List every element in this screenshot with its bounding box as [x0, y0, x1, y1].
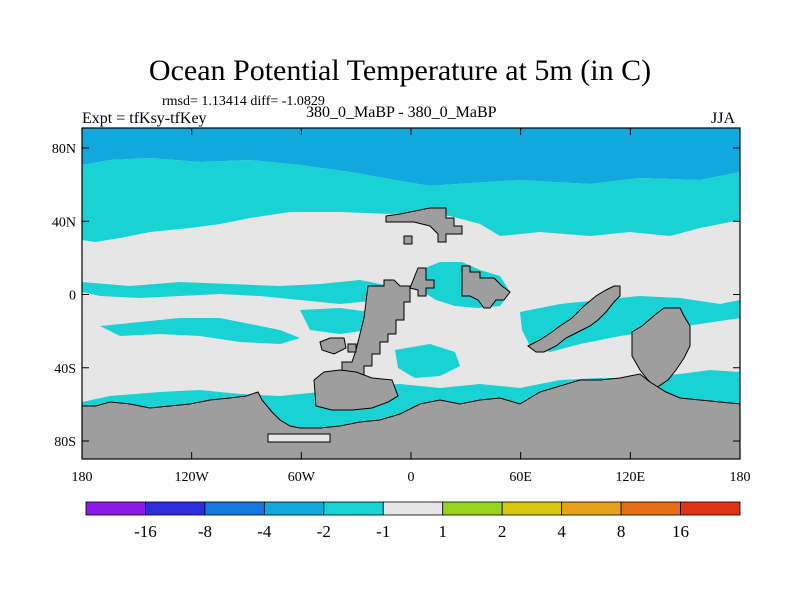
south-atlantic-cyan-patch [395, 344, 460, 378]
colorbar-swatch [680, 501, 741, 516]
north-america-land [385, 207, 463, 243]
colorbar-swatch [85, 501, 146, 516]
colorbar-swatch [263, 501, 325, 516]
x-tick-label: 180 [72, 470, 93, 485]
colorbar-swatch [145, 501, 206, 516]
colorbar-swatch [501, 501, 563, 516]
y-tick-label: 40S [54, 362, 76, 377]
north-cyan-band [82, 158, 740, 242]
colorbar-label: 8 [617, 522, 626, 541]
colorbar-swatch [323, 501, 384, 516]
colorbar-label: -8 [198, 522, 212, 541]
north-blue-band [82, 128, 740, 186]
colorbar-label: -2 [317, 522, 331, 541]
colorbar-swatch [561, 501, 622, 516]
africa-land [461, 265, 511, 309]
colorbar-label: 4 [557, 522, 566, 541]
colorbar-label: -4 [257, 522, 272, 541]
x-tick-label: 120E [616, 470, 646, 485]
period-label: 380_0_MaBP - 380_0_MaBP [306, 104, 497, 121]
x-tick-label: 60W [288, 470, 316, 485]
small-island-land [347, 343, 357, 353]
land-masks [82, 207, 740, 459]
colorbar-label: 1 [438, 522, 447, 541]
colorbar-label: -1 [376, 522, 390, 541]
x-tick-label: 180 [730, 470, 751, 485]
antarctic-white-strip [267, 433, 331, 443]
map-axes: 180 120W 60W 0 60E 120E 180 80N 40N 0 40S 80S [52, 128, 751, 485]
antarctic-peninsula-land [313, 369, 399, 411]
colorbar-swatch [204, 501, 265, 516]
small-island-land [319, 337, 347, 355]
colorbar-swatch [442, 501, 503, 516]
y-tick-label: 40N [52, 215, 76, 230]
asia-land [527, 285, 621, 353]
stats-label: rmsd= 1.13414 diff= -1.0829 [162, 94, 325, 109]
colorbar-label: -16 [134, 522, 157, 541]
tropical-cyan-patch [82, 280, 390, 304]
y-tick-label: 80N [52, 142, 76, 157]
colorbar-label: 16 [672, 522, 689, 541]
plot-title: Ocean Potential Temperature at 5m (in C) [148, 54, 652, 87]
south-america-land [341, 279, 411, 379]
central-america-land [403, 235, 413, 245]
europe-africa-land [409, 267, 435, 297]
east-pacific-cyan-patch [300, 308, 370, 334]
x-tick-label: 0 [408, 470, 415, 485]
y-tick-label: 0 [69, 289, 76, 304]
experiment-label: Expt = tfKsy-tfKey [82, 110, 207, 127]
x-tick-label: 120W [175, 470, 210, 485]
colorbar-label: 2 [498, 522, 507, 541]
colorbar: -16 -8 -4 -2 -1 1 2 4 8 16 [85, 501, 741, 541]
x-tick-label: 60E [509, 470, 532, 485]
season-label: JJA [711, 110, 736, 127]
colorbar-swatch [620, 501, 681, 516]
map-plot-area [82, 128, 740, 459]
australia-land [631, 307, 691, 389]
pacific-cyan-patch [100, 318, 300, 344]
colorbar-swatch [382, 501, 444, 516]
y-tick-label: 80S [54, 435, 76, 450]
indian-cyan-patch [520, 296, 740, 352]
antarctica-land [82, 373, 740, 459]
